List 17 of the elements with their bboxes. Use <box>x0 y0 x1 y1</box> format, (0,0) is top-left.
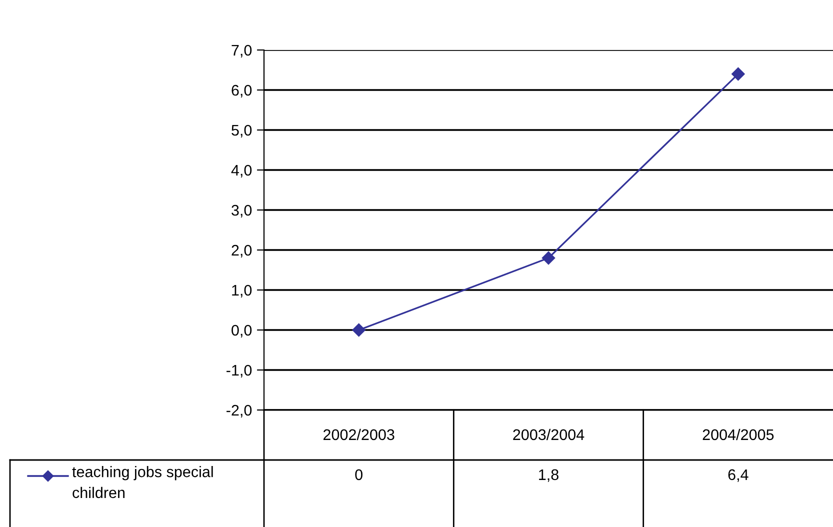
data-label: 0 <box>355 469 362 480</box>
y-tick-label: 3,0 <box>232 204 252 218</box>
y-tick-label: 4,0 <box>231 164 252 178</box>
y-tick-label: 1,0 <box>232 284 252 298</box>
x-tick-label: 2004/2005 <box>702 428 774 440</box>
y-tick-label: 6,0 <box>232 84 252 98</box>
y-tick-label: -2,0 <box>226 404 252 418</box>
y-tick-label: -1,0 <box>226 364 252 378</box>
y-tick-label: 5,0 <box>232 124 252 138</box>
x-tick-label: 2002/2003 <box>323 428 394 440</box>
legend-label: teaching jobs special children <box>72 466 213 498</box>
x-tick-label: 2003/2004 <box>513 428 584 440</box>
data-label: 1,8 <box>539 469 558 482</box>
data-label: 6,4 <box>728 469 748 482</box>
y-tick-label: 7,0 <box>232 44 252 58</box>
y-tick-label: 2,0 <box>232 244 252 258</box>
y-tick-label: 0,0 <box>232 324 252 338</box>
